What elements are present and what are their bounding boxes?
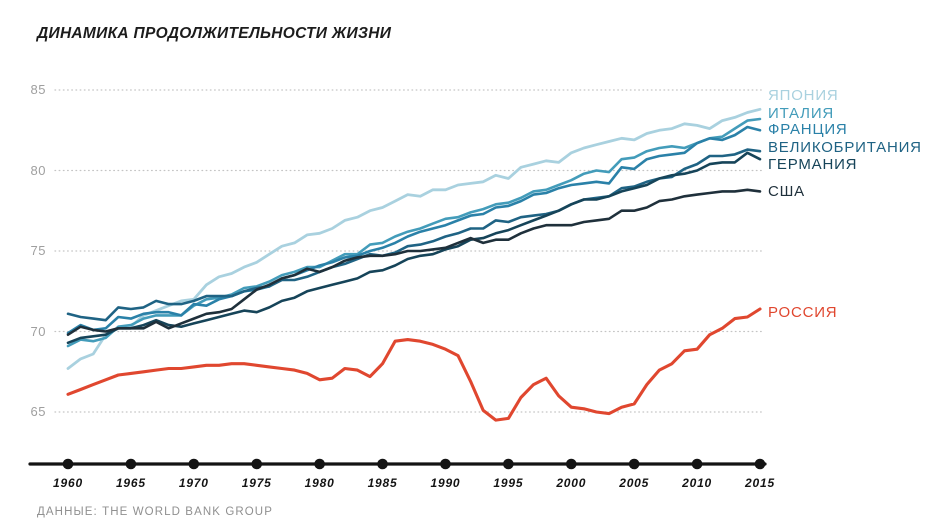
axis-dot-1985 [377,458,388,470]
legend-label-france: ФРАНЦИЯ [768,121,848,138]
axis-dot-1980 [314,458,325,470]
x-tick-label-1970: 1970 [178,476,209,490]
legend-label-japan: ЯПОНИЯ [768,87,839,104]
series-line-usa [66,188,762,337]
x-tick-label-2000: 2000 [556,476,587,490]
axis-dot-2010 [691,458,703,470]
y-tick-label-65: 65 [30,404,46,419]
legend-label-uk: ВЕЛИКОБРИТАНИЯ [768,139,922,156]
legend-label-usa: США [768,183,805,200]
x-tick-label-1980: 1980 [304,476,335,490]
y-tick-label-85: 85 [30,82,46,97]
axis-dot-1995 [503,458,514,470]
legend-label-germany: ГЕРМАНИЯ [768,156,858,173]
axis-dot-2015 [754,458,766,470]
axis-dot-2000 [565,458,577,470]
axis-dot-2005 [628,458,640,470]
series-line-russia [66,307,762,422]
x-tick-label-1985: 1985 [367,476,398,490]
chart-title: ДИНАМИКА ПРОДОЛЖИТЕЛЬНОСТИ ЖИЗНИ [37,25,392,42]
x-tick-label-2005: 2005 [619,476,650,490]
axis-dot-1965 [125,458,137,470]
y-tick-label-75: 75 [30,243,46,258]
legend-label-italy: ИТАЛИЯ [768,105,835,122]
x-tick-label-2015: 2015 [745,476,775,490]
series-line-japan [66,107,762,370]
x-tick-label-1990: 1990 [430,476,461,490]
data-source: ДАННЫЕ: THE WORLD BANK GROUP [37,506,273,518]
x-axis-timeline [28,458,767,470]
y-tick-label-70: 70 [30,323,46,339]
series-line-uk [66,148,762,322]
series-line-france [66,125,762,335]
axis-dot-1970 [188,458,200,470]
axis-dot-1960 [62,458,74,470]
x-tick-label-1965: 1965 [115,476,146,490]
series-line-germany [66,151,762,345]
x-tick-label-2010: 2010 [682,476,713,490]
y-tick-label-80: 80 [30,162,46,178]
legend-label-russia: РОССИЯ [768,304,838,321]
x-tick-label-1995: 1995 [493,476,524,490]
x-tick-label-1975: 1975 [241,476,272,490]
axis-dot-1990 [440,458,451,470]
series-lines [66,107,762,422]
x-tick-label-1960: 1960 [53,476,83,490]
axis-dot-1975 [251,458,263,470]
